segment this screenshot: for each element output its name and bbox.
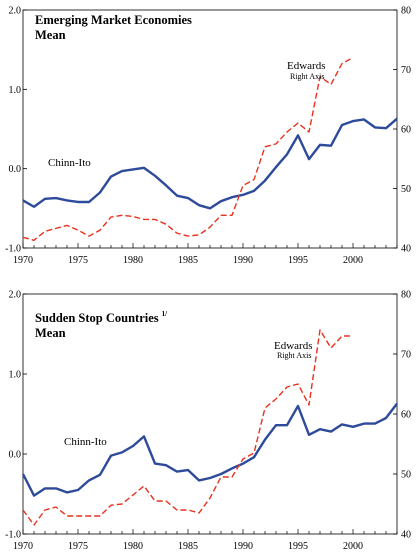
x-tick-label: 2000 bbox=[343, 255, 363, 266]
y-right-tick-label: 50 bbox=[401, 470, 411, 481]
y-right-tick-label: 50 bbox=[401, 184, 411, 195]
annotation-edwards: Edwards bbox=[274, 340, 313, 352]
y-left-tick-label: 1.0 bbox=[9, 370, 22, 381]
chart-panel-1: -1.0 0.0 1.0 2.0 40 50 60 70 80 1970 1975 1980 1985 1… bbox=[5, 6, 411, 267]
y-left-tick-label: 2.0 bbox=[9, 290, 22, 301]
series-line-edwards bbox=[22, 329, 353, 526]
x-tick-label: 1990 bbox=[233, 255, 253, 266]
x-tick-label: 1970 bbox=[13, 541, 33, 552]
y-left-tick-label: -1.0 bbox=[5, 530, 21, 541]
x-tick-label: 1985 bbox=[178, 541, 198, 552]
chart-title: Sudden Stop Countries bbox=[35, 311, 159, 325]
y-left-tick-label: 2.0 bbox=[9, 6, 22, 17]
chart-subtitle: Mean bbox=[35, 326, 66, 340]
annotation-chinn-ito: Chinn-Ito bbox=[64, 436, 107, 448]
series-line-chinn-ito bbox=[21, 402, 398, 497]
annotation-chinn-ito: Chinn-Ito bbox=[48, 157, 91, 169]
y-left-tick-label: -1.0 bbox=[5, 244, 21, 255]
x-tick-label: 1970 bbox=[13, 255, 33, 266]
annotation-edwards: Edwards bbox=[287, 60, 326, 72]
chart-panel-2: -1.0 0.0 1.0 2.0 40 50 60 70 80 1970 1975 1980 1985 1… bbox=[5, 290, 411, 553]
x-tick-label: 2000 bbox=[343, 541, 363, 552]
x-tick-label: 1975 bbox=[68, 541, 88, 552]
y-right-tick-label: 80 bbox=[401, 290, 411, 301]
y-right-tick-label: 60 bbox=[401, 410, 411, 421]
y-right-tick-label: 70 bbox=[401, 350, 411, 361]
annotation-right-axis: Right Axis bbox=[290, 72, 324, 81]
y-left-tick-label: 0.0 bbox=[9, 164, 22, 175]
title-footnote-marker: 1/ bbox=[162, 310, 169, 318]
y-left-tick-label: 0.0 bbox=[9, 450, 22, 461]
y-right-tick-label: 60 bbox=[401, 125, 411, 136]
chart-subtitle: Mean bbox=[35, 28, 66, 42]
y-left-tick-label: 1.0 bbox=[9, 85, 22, 96]
x-tick-label: 1990 bbox=[233, 541, 253, 552]
x-tick-label: 1985 bbox=[178, 255, 198, 266]
y-right-tick-label: 80 bbox=[401, 6, 411, 17]
x-tick-label: 1995 bbox=[288, 541, 308, 552]
x-tick-label: 1995 bbox=[288, 255, 308, 266]
annotation-right-axis: Right Axis bbox=[277, 351, 311, 360]
chart-title: Emerging Market Economies bbox=[35, 13, 192, 27]
x-tick-label: 1980 bbox=[123, 541, 143, 552]
x-tick-label: 1980 bbox=[123, 255, 143, 266]
series-line-chinn-ito bbox=[22, 117, 398, 210]
y-right-tick-label: 70 bbox=[401, 65, 411, 76]
y-right-tick-label: 40 bbox=[401, 530, 411, 541]
x-tick-label: 1975 bbox=[68, 255, 88, 266]
series-line-edwards bbox=[22, 56, 354, 241]
y-right-tick-label: 40 bbox=[401, 244, 411, 255]
